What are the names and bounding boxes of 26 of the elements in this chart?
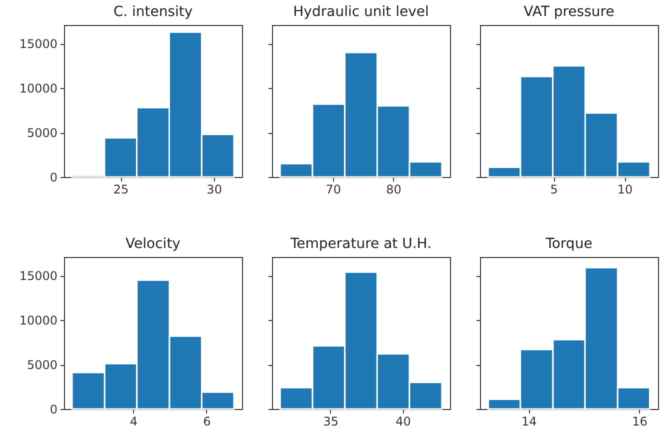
x-tick-label: 25 [113, 182, 129, 196]
y-tick-label: 10000 [19, 314, 58, 328]
x-tick-label: 35 [323, 414, 339, 428]
chart-title: Temperature at U.H. [289, 236, 432, 252]
chart-title: C. intensity [113, 4, 193, 20]
y-tick-label: 15000 [19, 37, 58, 52]
x-tick-label: 40 [396, 414, 411, 428]
x-tick-label: 30 [206, 182, 222, 196]
y-tick-label: 10000 [19, 82, 58, 96]
chart-title: VAT pressure [524, 4, 614, 20]
y-tick-label: 0 [50, 170, 58, 184]
x-tick-label: 80 [386, 182, 402, 196]
y-tick-label: 5000 [26, 126, 58, 140]
x-tick-label: 5 [550, 182, 558, 196]
y-tick-label: 0 [50, 402, 58, 416]
x-tick-label: 10 [617, 182, 633, 196]
x-tick-label: 14 [522, 414, 537, 428]
x-tick-label: 70 [326, 182, 341, 196]
chart-title: Torque [544, 236, 592, 252]
chart-title: Hydraulic unit level [293, 4, 429, 20]
y-tick-label: 5000 [26, 358, 58, 372]
x-tick-label: 16 [632, 414, 648, 428]
chart-title: Velocity [126, 236, 180, 252]
x-tick-label: 4 [130, 414, 138, 428]
x-tick-label: 6 [203, 414, 211, 428]
y-tick-label: 15000 [19, 269, 58, 284]
